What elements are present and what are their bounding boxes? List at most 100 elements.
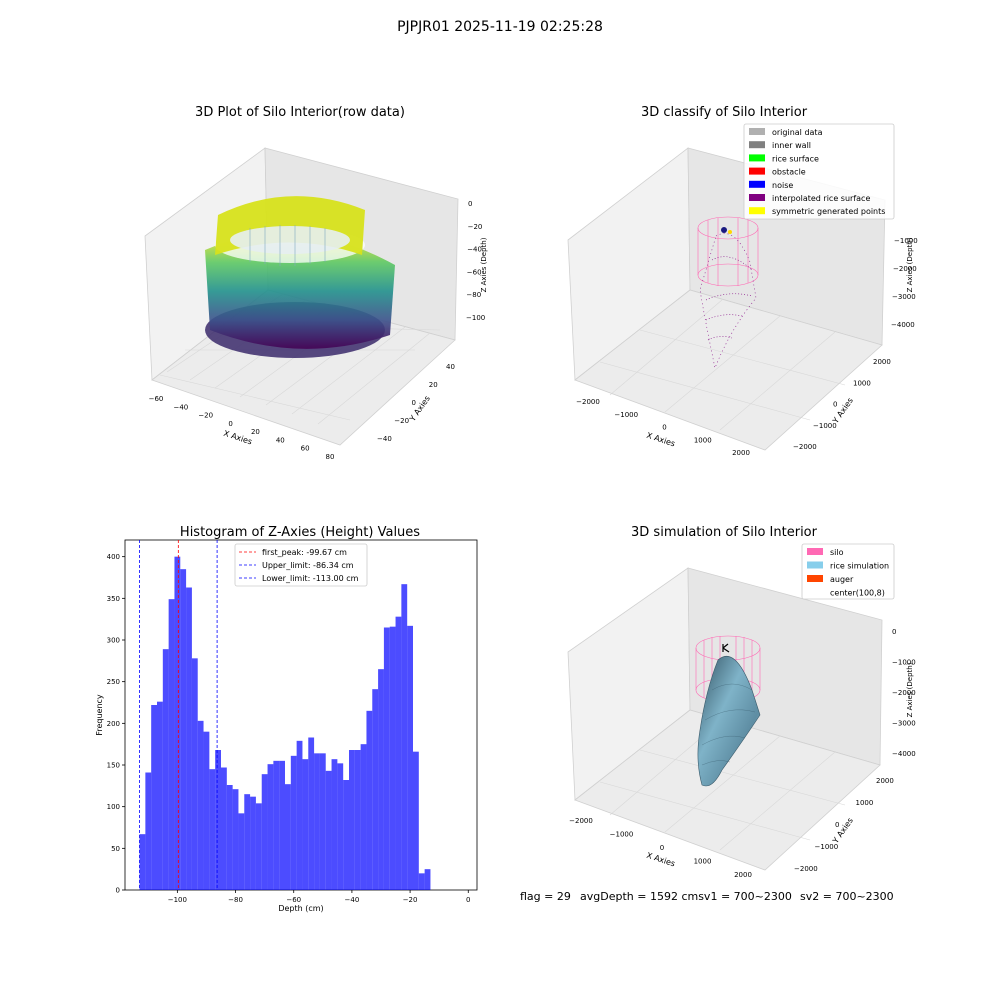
classify-legend-label: rice surface [772, 154, 819, 163]
classify-z-tick-label: −3000 [892, 293, 916, 301]
raw-data-3d-panel: 3D Plot of Silo Interior(row data) [144, 105, 488, 461]
classify-legend-swatch [749, 194, 765, 201]
figure-title: PJPJR01 2025-11-19 02:25:28 [397, 19, 603, 35]
histogram-y-tick-label: 400 [107, 553, 120, 561]
histogram-bar [285, 784, 291, 890]
raw-x-tick-label: 40 [276, 436, 285, 444]
histogram-y-tick-label: 0 [116, 887, 120, 895]
histogram-y-tick-label: 150 [107, 762, 120, 770]
simulation-legend-label: auger [830, 575, 854, 584]
raw-zlabel: Z Axies (Depth) [480, 237, 488, 292]
histogram-legend: first_peak: -99.67 cm Upper_limit: -86.34… [234, 543, 368, 587]
histogram-bar [413, 751, 419, 890]
raw-point-cloud [205, 196, 395, 358]
histogram-bar [191, 658, 198, 890]
simulation-legend-label: center(100,8) [830, 589, 885, 598]
histogram-bar [157, 701, 163, 890]
histogram-bar [279, 760, 285, 890]
classify-silo-wireframe [697, 216, 759, 287]
histogram-legend-label: Upper_limit: -86.34 cm [262, 561, 354, 570]
histogram-bar [162, 649, 169, 890]
histogram-bar [145, 772, 152, 890]
histogram-legend-label: Lower_limit: -113.00 cm [262, 574, 359, 583]
raw-x-tick-label: −60 [149, 395, 164, 403]
simulation-y-ticks: −2000 −1000 0 1000 2000 [794, 777, 894, 873]
raw-x-tick-label: −40 [173, 403, 188, 411]
histogram-bar [215, 750, 221, 890]
raw-x-ticks: −60 −40 −20 0 20 40 60 80 [149, 395, 335, 461]
simulation-legend-swatch [807, 548, 823, 555]
simulation-legend-label: rice simulation [830, 562, 889, 571]
status-flag: flag = 29 [520, 890, 571, 903]
classify-legend-label: original data [772, 128, 823, 137]
histogram-bar [238, 813, 245, 890]
classify-y-tick-label: 1000 [853, 379, 871, 387]
classify-x-tick-label: 1000 [694, 436, 712, 444]
classify-y-tick-label: −1000 [813, 422, 837, 430]
histogram-bar [424, 869, 431, 890]
raw-z-tick-label: −40 [467, 246, 482, 254]
raw-y-tick-label: −20 [394, 417, 409, 425]
histogram-bar [314, 753, 320, 890]
classify-legend-label: symmetric generated points [772, 207, 885, 216]
histogram-y-tick-label: 250 [107, 678, 120, 686]
simulation-panel-title: 3D simulation of Silo Interior [631, 525, 818, 540]
classify-x-tick-label: −2000 [576, 398, 600, 406]
simulation-z-tick-label: −1000 [892, 659, 916, 667]
classify-x-tick-label: 0 [662, 424, 666, 432]
histogram-y-ticks: 0 50 100 150 200 250 300 350 400 [107, 553, 125, 895]
status-line: flag = 29 avgDepth = 1592 cmsv1 = 700~23… [520, 890, 894, 903]
classify-y-tick-label: −2000 [793, 443, 817, 451]
classify-legend-swatch [749, 207, 765, 215]
histogram-ylabel: Frequency [95, 694, 104, 736]
simulation-y-tick-label: 0 [835, 821, 839, 829]
raw-x-tick-label: 0 [228, 420, 232, 428]
classify-z-ticks: −1000 −2000 −3000 −4000 [891, 237, 918, 329]
histogram-bar [221, 767, 227, 890]
histogram-bar [337, 763, 344, 890]
raw-z-tick-label: 0 [468, 200, 472, 208]
simulation-legend-label: silo [830, 548, 844, 557]
simulation-y-tick-label: 2000 [876, 777, 894, 785]
histogram-bar [203, 731, 210, 890]
classify-z-tick-label: −4000 [891, 321, 915, 329]
simulation-legend-swatch [807, 588, 823, 596]
classify-panel-title: 3D classify of Silo Interior [641, 105, 808, 120]
histogram-bar [343, 780, 349, 890]
histogram-bar [273, 760, 280, 890]
simulation-z-ticks: 0 −1000 −2000 −3000 −4000 [892, 628, 916, 758]
simulation-y-tick-label: −1000 [815, 843, 839, 851]
classify-y-ticks: −2000 −1000 0 1000 2000 [793, 358, 891, 451]
histogram-legend-label: first_peak: -99.67 cm [262, 548, 347, 557]
classify-legend-label: noise [772, 181, 793, 190]
classify-z-tick-label: −2000 [893, 265, 917, 273]
histogram-x-tick-label: −80 [228, 896, 243, 904]
classify-z-tick-label: −1000 [894, 237, 918, 245]
classify-x-tick-label: 2000 [732, 449, 750, 457]
histogram-bar [325, 770, 332, 890]
simulation-xlabel: X Axies [645, 851, 676, 869]
raw-y-tick-label: 40 [446, 363, 455, 371]
status-avg-depth: avgDepth = 1592 cmsv1 = 700~2300 [580, 890, 792, 903]
histogram-bar [372, 689, 379, 890]
histogram-vlines [139, 540, 218, 890]
raw-z-ticks: 0 −20 −40 −60 −80 −100 [466, 200, 485, 322]
simulation-3d-panel: 3D simulation of Silo Interior [567, 525, 916, 879]
histogram-bar [418, 873, 425, 890]
classify-legend: original data inner wall rice surface obsta… [743, 123, 895, 220]
simulation-x-tick-label: −2000 [569, 817, 593, 825]
histogram-bar [354, 750, 361, 890]
histogram-bar [168, 599, 175, 890]
histogram-bar [226, 785, 233, 890]
histogram-x-tick-label: −60 [286, 896, 301, 904]
histogram-bar [180, 569, 187, 890]
histogram-title: Histogram of Z-Axies (Height) Values [180, 525, 420, 540]
simulation-z-tick-label: 0 [892, 628, 896, 636]
histogram-bar [244, 794, 251, 890]
histogram-x-ticks: −100 −80 −60 −40 −20 0 [168, 890, 471, 904]
histogram-bar [331, 759, 338, 890]
histogram-bar [401, 584, 408, 890]
histogram-bar [250, 796, 256, 890]
classify-legend-label: interpolated rice surface [772, 194, 870, 203]
